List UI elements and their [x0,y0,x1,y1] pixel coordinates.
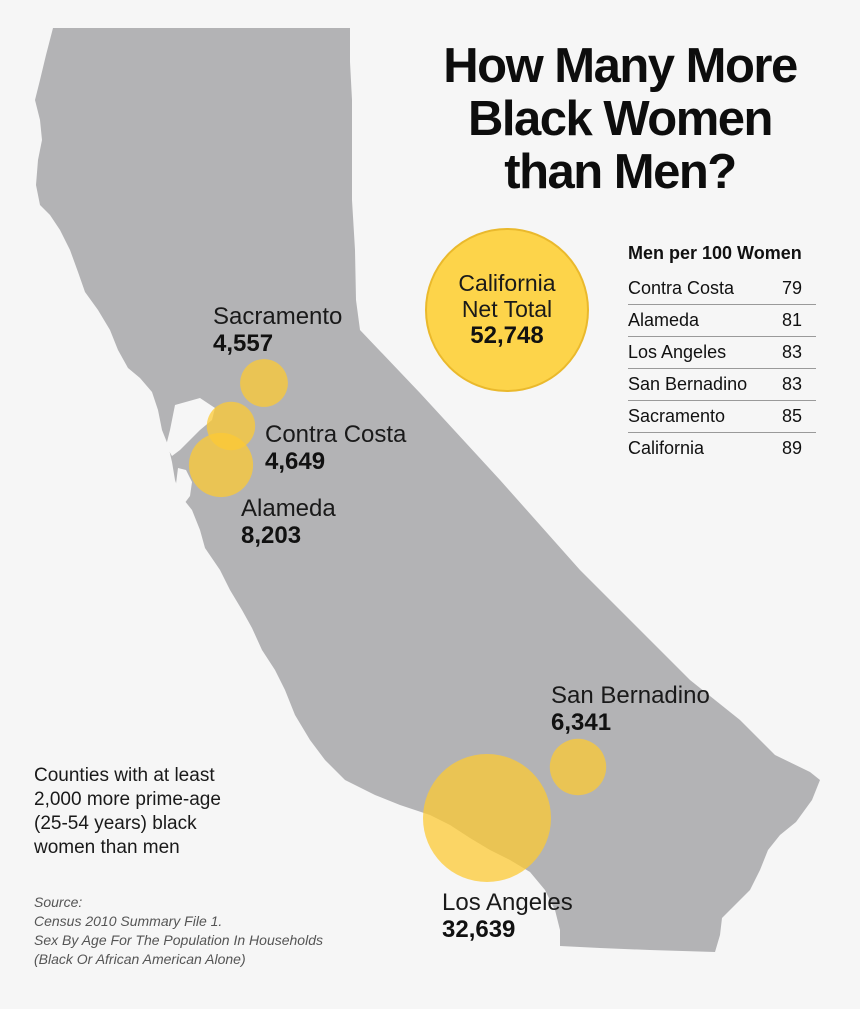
county-name: Sacramento [213,303,343,330]
source-line-1: Source: [34,894,83,910]
county-value: 4,649 [265,448,326,475]
title-line-2: Black Women [468,92,773,146]
total-label-line-1: California [458,270,556,296]
table-row: Sacramento 85 [628,401,816,433]
county-label-contra-costa: Contra Costa 4,649 [265,421,406,475]
row-value: 83 [781,342,802,362]
source-note: Source: Census 2010 Summary File 1. Sex … [34,893,394,969]
county-name: Los Angeles [442,889,573,916]
table-row: Contra Costa 79 [628,273,816,305]
county-value: 32,639 [442,916,516,943]
county-value: 4,557 [213,330,274,357]
california-total-bubble: California Net Total 52,748 [425,228,589,392]
county-name: Contra Costa [265,421,407,448]
row-value: 81 [781,310,802,330]
page-title: How Many More Black Women than Men? [400,40,840,199]
bay-water [166,398,215,456]
row-value: 83 [781,374,802,394]
row-value: 79 [781,278,802,298]
title-line-3: than Men? [504,145,737,199]
bay-water-south [176,468,192,504]
total-value: 52,748 [470,322,544,349]
row-name: Sacramento [628,406,726,426]
men-per-women-table: Men per 100 Women Contra Costa 79 Alameda… [628,240,816,464]
table-row: California 89 [628,433,816,464]
county-bubble-san-bernadino [549,738,607,796]
row-name: San Bernadino [628,374,748,394]
row-name: Alameda [628,310,700,330]
county-bubble-alameda [188,432,254,498]
county-label-alameda: Alameda 8,203 [241,495,336,549]
legend-note: Counties with at least 2,000 more prime-… [34,765,221,858]
row-name: California [628,438,705,458]
county-bubble-sacramento [240,359,288,407]
row-value: 85 [781,406,802,426]
source-line-3: Sex By Age For The Population In Househo… [34,932,323,948]
table-row: San Bernadino 83 [628,369,816,401]
source-line-4: (Black Or African American Alone) [34,951,246,967]
county-value: 6,341 [551,709,612,736]
county-bubble-los-angeles [423,754,551,882]
table-row: Los Angeles 83 [628,337,816,369]
county-label-sacramento: Sacramento 4,557 [213,303,342,357]
source-line-2: Census 2010 Summary File 1. [34,913,223,929]
row-name: Contra Costa [628,278,735,298]
county-name: San Bernadino [551,682,710,709]
county-label-san-bernadino: San Bernadino 6,341 [551,682,710,736]
total-label-line-2: Net Total [461,296,553,322]
table-row: Alameda 81 [628,305,816,337]
table-title: Men per 100 Women [628,243,802,263]
row-name: Los Angeles [628,342,727,362]
title-line-1: How Many More [443,39,798,93]
california-state-shape [35,28,820,952]
county-name: Alameda [241,495,336,522]
row-value: 89 [781,438,802,458]
county-value: 8,203 [241,522,302,549]
county-label-los-angeles: Los Angeles 32,639 [442,889,573,943]
